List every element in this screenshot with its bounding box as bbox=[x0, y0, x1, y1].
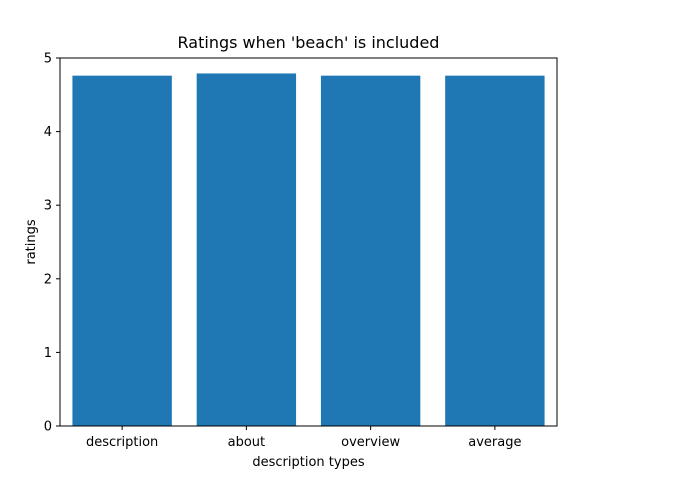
x-ticks-group: description about overview average bbox=[86, 426, 521, 450]
y-tick-label: 1 bbox=[44, 346, 52, 361]
bar-description bbox=[72, 75, 172, 426]
chart-title: Ratings when 'beach' is included bbox=[178, 33, 440, 52]
x-tick-label: about bbox=[228, 435, 266, 450]
x-tick-label: average bbox=[468, 435, 521, 450]
y-axis-label: ratings bbox=[24, 219, 39, 265]
x-tick-label: overview bbox=[341, 435, 400, 450]
y-tick-label: 0 bbox=[44, 420, 52, 435]
bar-about bbox=[196, 73, 297, 427]
y-tick-label: 2 bbox=[44, 272, 52, 287]
y-tick-label: 5 bbox=[44, 52, 52, 67]
y-ticks-group: 0 1 2 3 4 5 bbox=[44, 52, 60, 435]
y-tick-label: 4 bbox=[44, 125, 52, 140]
x-tick-label: description bbox=[86, 435, 158, 450]
y-tick-label: 3 bbox=[44, 199, 52, 214]
bars-group bbox=[72, 73, 545, 427]
bar-overview bbox=[320, 75, 421, 426]
axes-frame bbox=[59, 57, 558, 427]
bar-average bbox=[445, 75, 545, 426]
x-axis-label: description types bbox=[252, 455, 364, 470]
axes-group bbox=[59, 57, 558, 427]
